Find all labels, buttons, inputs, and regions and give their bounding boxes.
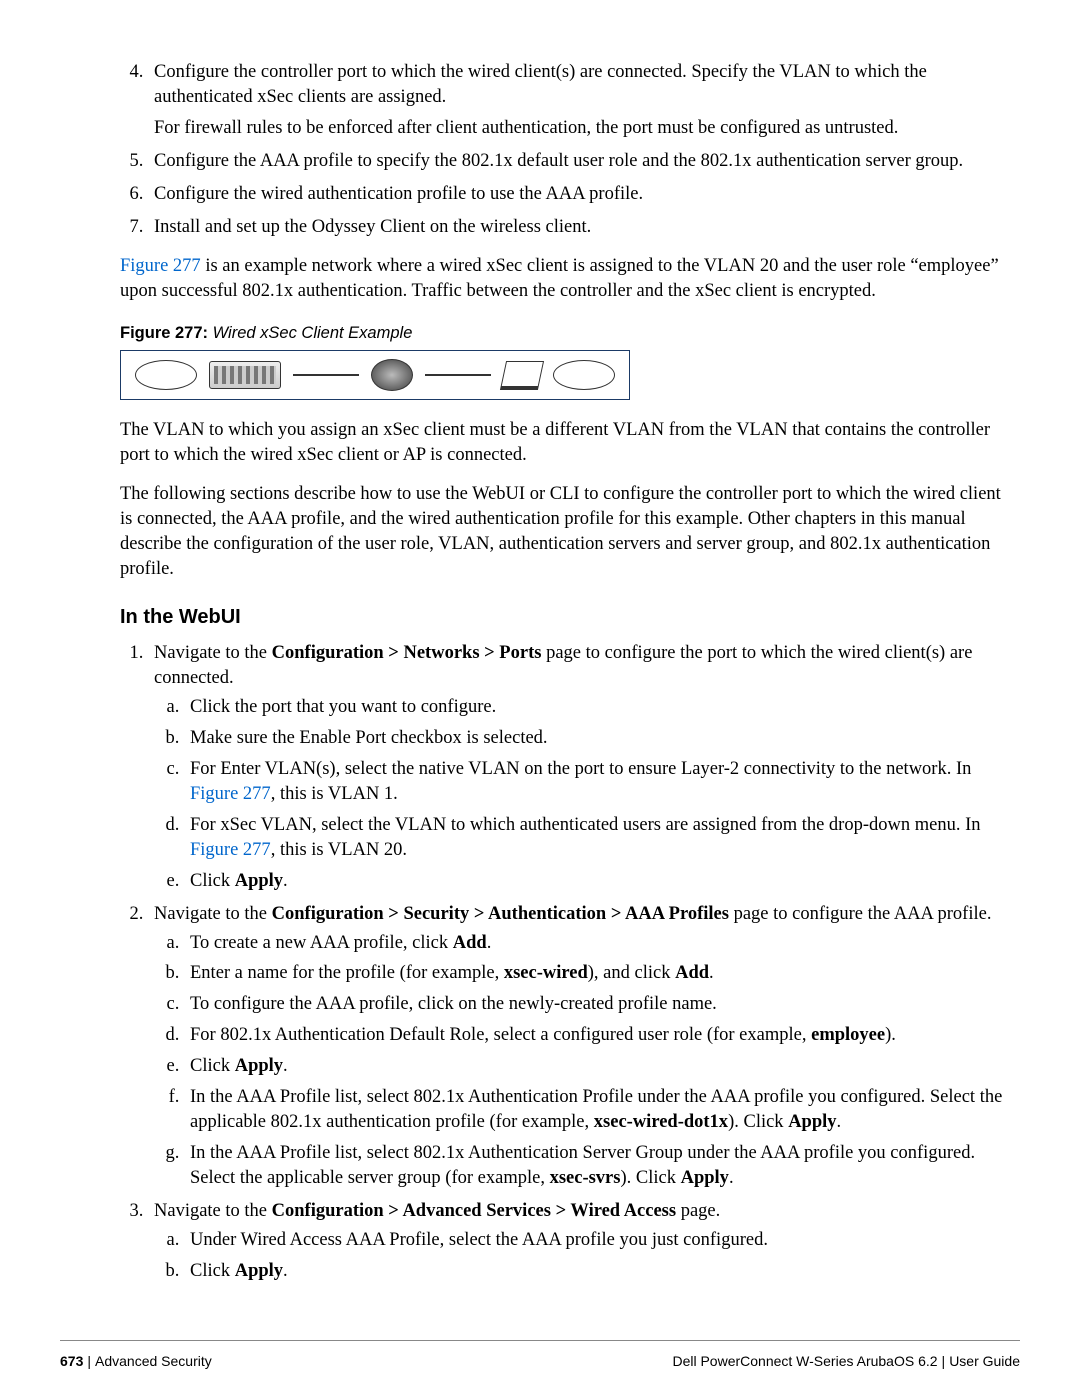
ordered-list-top: Configure the controller port to which t… [120,60,1010,240]
figure-caption-title: Wired xSec Client Example [208,324,412,342]
laptop-icon [500,361,544,390]
list-item-text: Configure the wired authentication profi… [154,184,643,204]
list-item-text: For xSec VLAN, select the VLAN to which … [190,815,981,860]
list-item: Install and set up the Odyssey Client on… [148,215,1010,240]
heading-webui: In the WebUI [120,604,1010,631]
page-content: Configure the controller port to which t… [60,60,1020,1284]
wire-icon [425,374,491,376]
list-item: Navigate to the Configuration > Security… [148,902,1010,1192]
paragraph-text: is an example network where a wired xSec… [120,256,999,301]
footer-right: Dell PowerConnect W-Series ArubaOS 6.2 |U… [672,1353,1020,1369]
wire-icon [293,374,359,376]
list-item-text: For 802.1x Authentication Default Role, … [190,1025,896,1045]
list-item-text: To configure the AAA profile, click on t… [190,994,717,1014]
footer-product: Dell PowerConnect W-Series ArubaOS 6.2 [672,1353,937,1369]
switch-icon [209,361,281,389]
list-item: Click Apply. [184,1259,1010,1284]
footer-doctype: User Guide [949,1353,1020,1369]
list-item: To configure the AAA profile, click on t… [184,992,1010,1017]
ordered-list-webui: Navigate to the Configuration > Networks… [120,641,1010,1284]
list-item-text: In the AAA Profile list, select 802.1x A… [190,1143,975,1188]
list-item-text: Configure the AAA profile to specify the… [154,151,963,171]
list-item-text: Under Wired Access AAA Profile, select t… [190,1230,768,1250]
list-item: Make sure the Enable Port checkbox is se… [184,726,1010,751]
list-item: Navigate to the Configuration > Advanced… [148,1199,1010,1284]
page-footer: 673|Advanced Security Dell PowerConnect … [60,1353,1020,1369]
list-item-text: In the AAA Profile list, select 802.1x A… [190,1087,1002,1132]
cloud-icon [553,360,615,390]
list-item: Click Apply. [184,1054,1010,1079]
list-item: Configure the wired authentication profi… [148,182,1010,207]
figure-link[interactable]: Figure 277 [190,840,271,860]
figure-link[interactable]: Figure 277 [120,256,201,276]
list-item-text: Make sure the Enable Port checkbox is se… [190,728,548,748]
list-item: Under Wired Access AAA Profile, select t… [184,1228,1010,1253]
list-item-text: Click Apply. [190,1056,288,1076]
footer-pipe: | [87,1353,91,1369]
list-item-continuation: For firewall rules to be enforced after … [154,116,1010,141]
figure-caption-label: Figure 277: [120,324,208,342]
document-page: Configure the controller port to which t… [0,0,1080,1397]
list-item-text: To create a new AAA profile, click Add. [190,933,491,953]
sub-list: Under Wired Access AAA Profile, select t… [154,1228,1010,1284]
sub-list: To create a new AAA profile, click Add. … [154,931,1010,1192]
figure-caption: Figure 277: Wired xSec Client Example [120,322,1010,344]
footer-pipe: | [942,1353,946,1369]
list-item: Configure the controller port to which t… [148,60,1010,141]
list-item-text: Click Apply. [190,1261,288,1281]
list-item: To create a new AAA profile, click Add. [184,931,1010,956]
list-item-text: Navigate to the Configuration > Networks… [154,643,972,688]
list-item: In the AAA Profile list, select 802.1x A… [184,1085,1010,1135]
list-item: Click Apply. [184,869,1010,894]
paragraph: The VLAN to which you assign an xSec cli… [120,418,1010,468]
footer-left: 673|Advanced Security [60,1353,212,1369]
list-item-text: Enter a name for the profile (for exampl… [190,963,714,983]
list-item-text: For Enter VLAN(s), select the native VLA… [190,759,971,804]
footer-rule [60,1340,1020,1341]
list-item: Navigate to the Configuration > Networks… [148,641,1010,894]
figure-diagram [120,350,630,400]
list-item: For 802.1x Authentication Default Role, … [184,1023,1010,1048]
list-item: In the AAA Profile list, select 802.1x A… [184,1141,1010,1191]
figure-link[interactable]: Figure 277 [190,784,271,804]
list-item-text: Configure the controller port to which t… [154,62,927,107]
list-item-text: Install and set up the Odyssey Client on… [154,217,591,237]
list-item-text: Navigate to the Configuration > Advanced… [154,1201,720,1221]
list-item-text: Click the port that you want to configur… [190,697,496,717]
list-item-text: Navigate to the Configuration > Security… [154,904,991,924]
list-item: Click the port that you want to configur… [184,695,1010,720]
paragraph: The following sections describe how to u… [120,482,1010,582]
list-item-text: Click Apply. [190,871,288,891]
sub-list: Click the port that you want to configur… [154,695,1010,894]
controller-icon [371,359,413,391]
list-item: Configure the AAA profile to specify the… [148,149,1010,174]
list-item: Enter a name for the profile (for exampl… [184,961,1010,986]
paragraph-figure-intro: Figure 277 is an example network where a… [120,254,1010,304]
footer-section: Advanced Security [95,1353,212,1369]
page-number: 673 [60,1353,83,1369]
cloud-icon [135,360,197,390]
list-item: For xSec VLAN, select the VLAN to which … [184,813,1010,863]
list-item: For Enter VLAN(s), select the native VLA… [184,757,1010,807]
